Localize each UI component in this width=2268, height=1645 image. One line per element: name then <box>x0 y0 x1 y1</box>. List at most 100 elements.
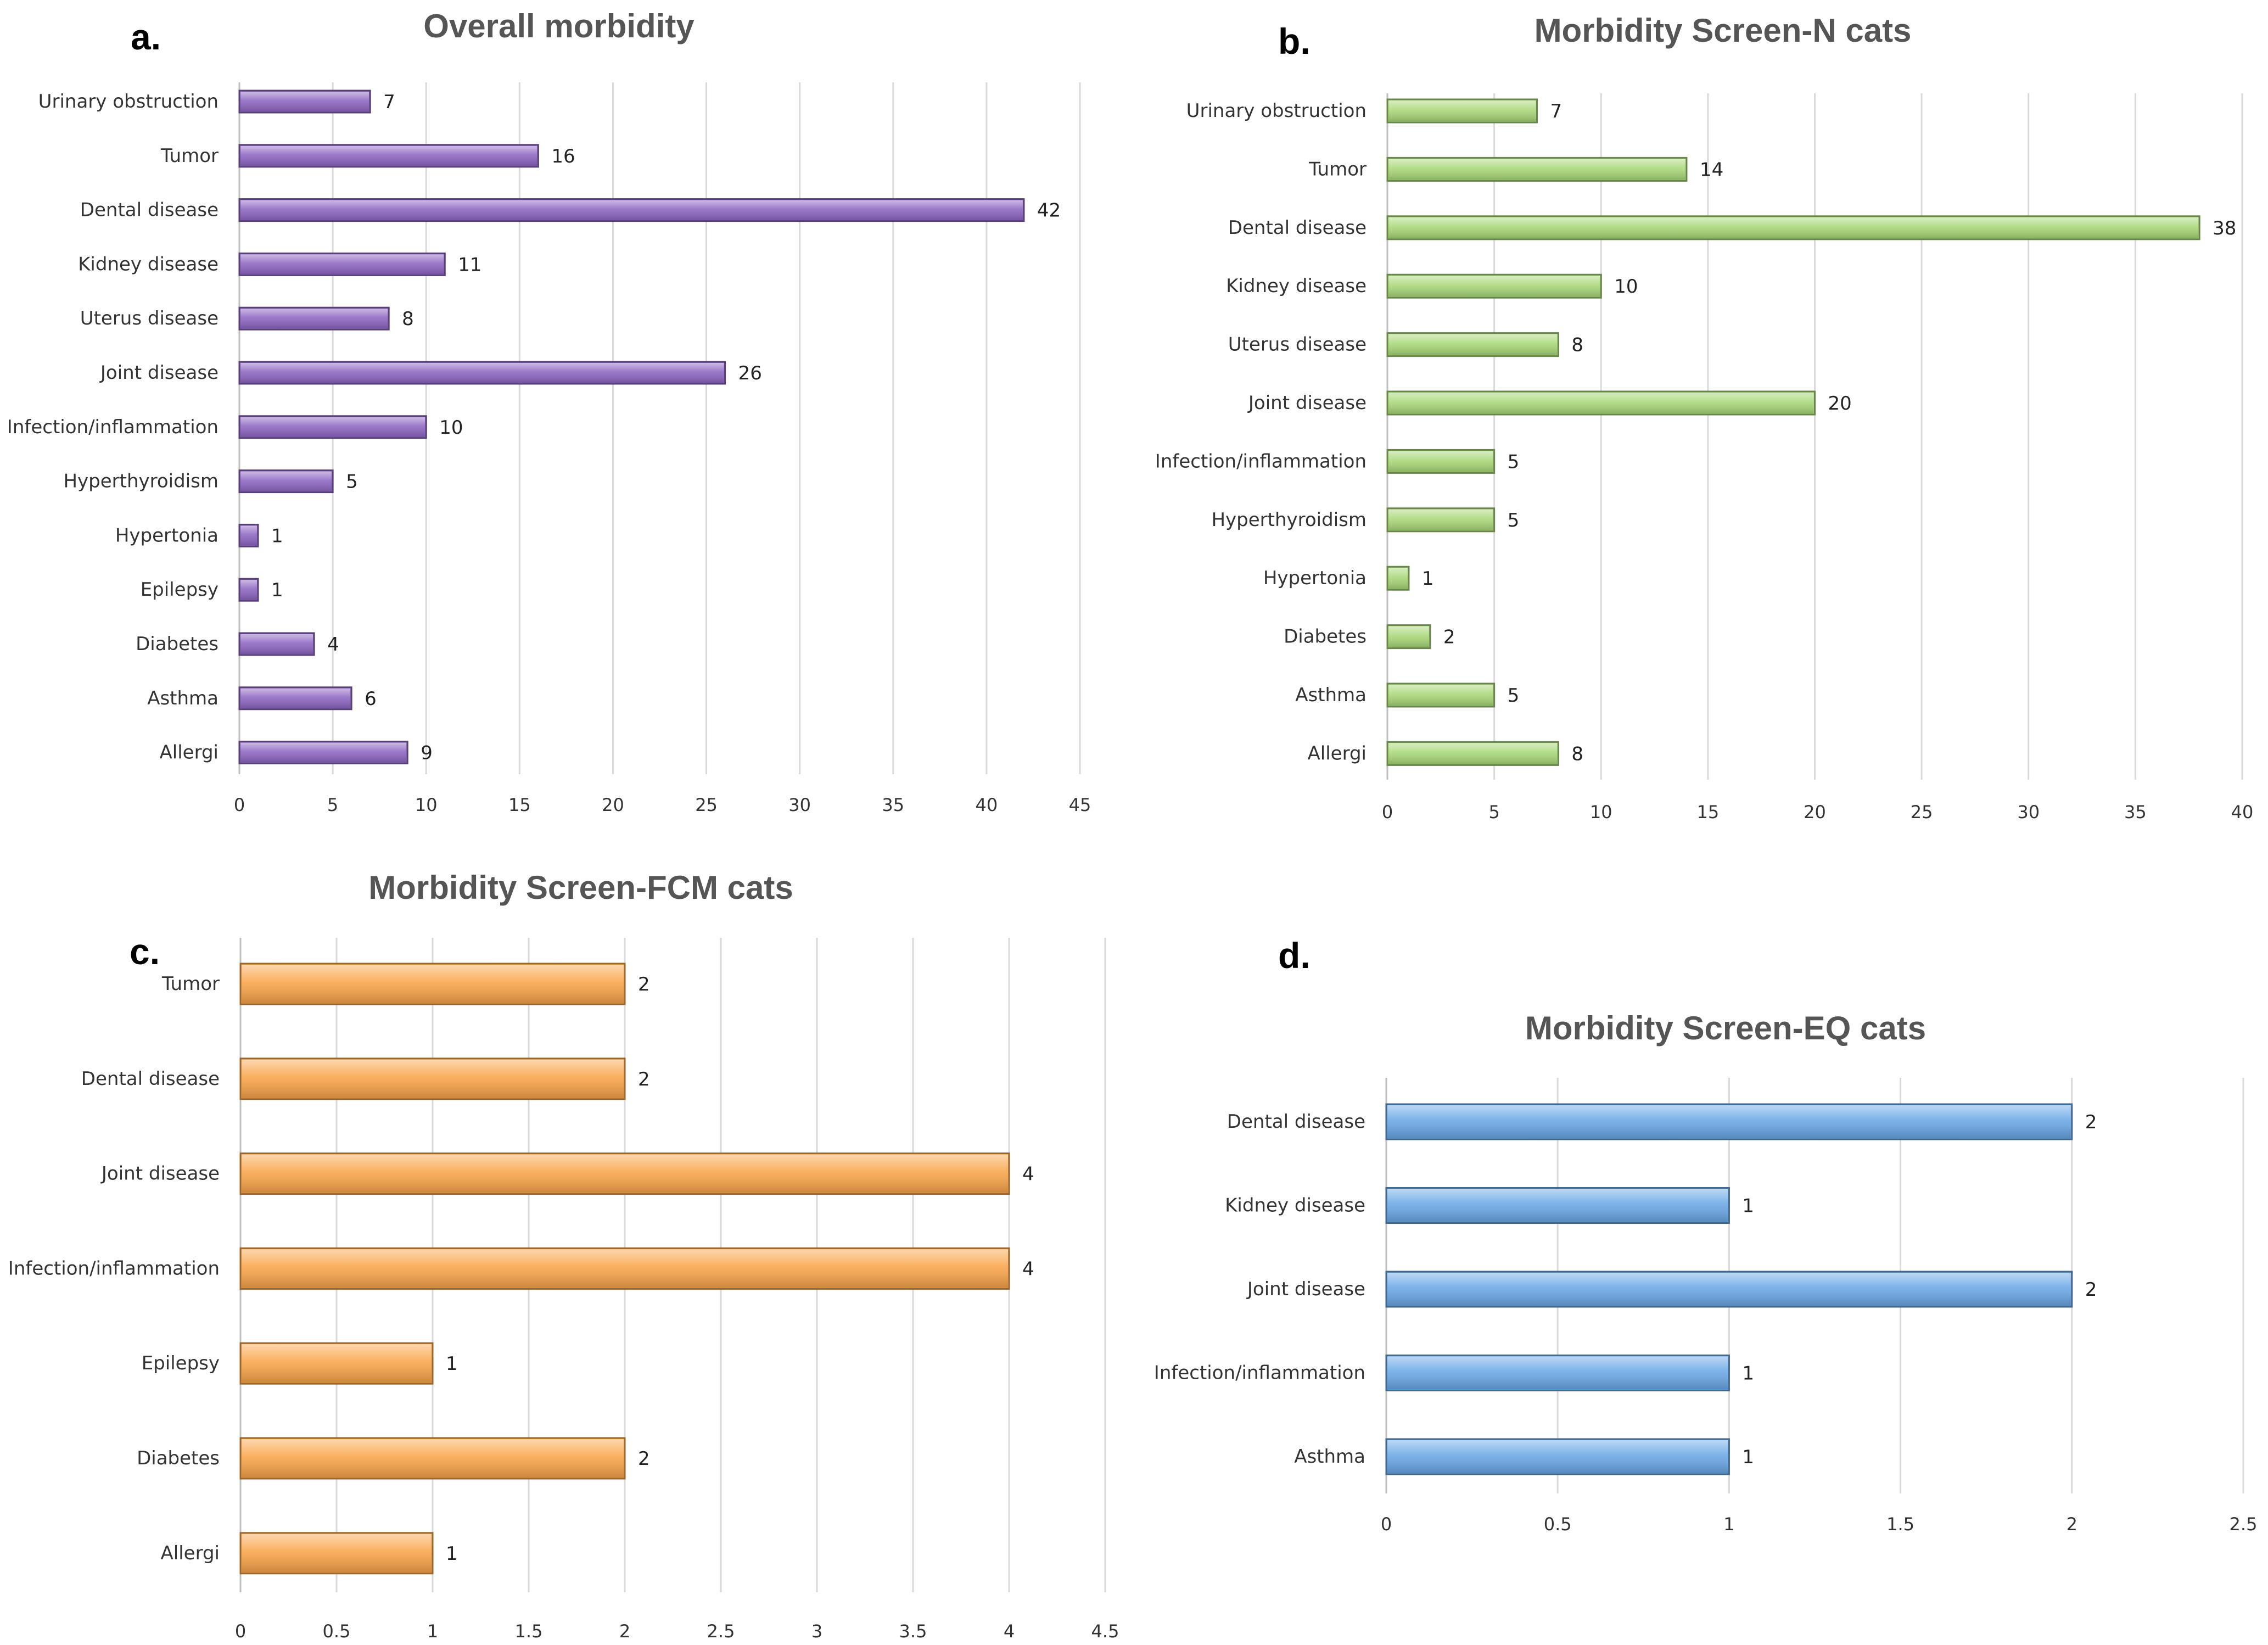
x-tick-label: 20 <box>1804 802 1826 822</box>
data-label: 2 <box>638 1448 650 1470</box>
data-label: 1 <box>446 1543 458 1565</box>
bar-highlight <box>1387 1440 1728 1473</box>
data-label: 8 <box>1571 334 1583 356</box>
bar-highlight <box>240 742 407 763</box>
category-label: Dental disease <box>81 1068 220 1090</box>
bar-highlight <box>242 1249 1008 1288</box>
bar-highlight <box>240 417 425 437</box>
bar-highlight <box>242 1534 432 1573</box>
category-label: Diabetes <box>1284 626 1367 648</box>
x-tick-label: 0 <box>235 1621 246 1642</box>
x-tick-label: 10 <box>415 794 438 815</box>
x-tick-label: 2 <box>2067 1514 2077 1535</box>
category-label: Infection/inflammation <box>7 416 219 438</box>
category-label: Tumor <box>161 973 220 995</box>
data-label: 5 <box>1508 451 1520 473</box>
chart-title-b: Morbidity Screen-N cats <box>1535 12 1912 49</box>
x-tick-label: 20 <box>602 794 624 815</box>
bar-highlight <box>240 146 537 166</box>
data-label: 1 <box>271 525 283 547</box>
data-label: 16 <box>551 146 575 167</box>
data-label: 11 <box>458 254 481 276</box>
bar-highlight <box>1388 568 1408 589</box>
data-label: 2 <box>2085 1279 2097 1301</box>
x-tick-label: 45 <box>1069 794 1091 815</box>
chart-panel-a: a. Overall morbidity 0 5 10 15 20 25 30 35 40 45U… <box>7 8 1091 815</box>
data-label: 10 <box>439 417 463 439</box>
data-label: 2 <box>1443 626 1455 648</box>
panel-label-d: d. <box>1278 935 1311 976</box>
panel-label-a: a. <box>131 16 161 57</box>
x-tick-label: 0 <box>234 794 245 815</box>
x-tick-label: 25 <box>1911 802 1933 822</box>
category-label: Tumor <box>1308 158 1367 180</box>
bar-highlight <box>242 965 624 1003</box>
category-label: Asthma <box>1294 1446 1365 1468</box>
x-tick-label: 30 <box>2017 802 2040 822</box>
bar-highlight <box>1387 1105 2071 1138</box>
data-label: 1 <box>1422 568 1434 590</box>
x-tick-label: 0 <box>1381 1514 1392 1535</box>
x-tick-label: 10 <box>1590 802 1612 822</box>
bar-highlight <box>242 1344 432 1383</box>
panel-label-b: b. <box>1278 21 1311 61</box>
chart-title-d: Morbidity Screen-EQ cats <box>1525 1010 1926 1047</box>
x-tick-label: 25 <box>695 794 718 815</box>
category-label: Hyperthyroidism <box>63 471 219 493</box>
category-label: Asthma <box>1295 684 1367 706</box>
bar-highlight <box>240 254 444 275</box>
x-tick-label: 35 <box>2124 802 2147 822</box>
x-tick-label: 15 <box>1697 802 1720 822</box>
x-tick-label: 5 <box>1488 802 1499 822</box>
bar-highlight <box>240 634 313 654</box>
data-label: 38 <box>2213 217 2236 239</box>
category-label: Diabetes <box>136 633 219 655</box>
x-tick-label: 40 <box>976 794 998 815</box>
data-label: 8 <box>1571 743 1583 765</box>
x-tick-label: 0.5 <box>1544 1514 1572 1535</box>
x-tick-label: 1 <box>1723 1514 1734 1535</box>
bar-highlight <box>240 309 388 329</box>
bar-highlight <box>240 471 332 491</box>
data-label: 5 <box>1508 510 1520 531</box>
data-label: 4 <box>1022 1163 1034 1185</box>
x-tick-label: 40 <box>2231 802 2254 822</box>
bar-highlight <box>242 1154 1008 1193</box>
bar-highlight <box>1388 334 1558 355</box>
bar-highlight <box>1388 100 1536 121</box>
category-label: Kidney disease <box>1226 275 1367 297</box>
bar-highlight <box>240 363 724 383</box>
category-label: Hypertonia <box>1263 567 1367 589</box>
category-label: Asthma <box>147 687 219 709</box>
data-label: 26 <box>738 362 762 384</box>
category-label: Hyperthyroidism <box>1211 509 1367 531</box>
bar-highlight <box>1388 393 1814 413</box>
category-label: Hypertonia <box>115 524 219 546</box>
data-label: 20 <box>1828 393 1852 415</box>
data-label: 8 <box>402 308 414 330</box>
bar-highlight <box>1387 1189 1728 1222</box>
chart-title-a: Overall morbidity <box>423 8 695 44</box>
category-label: Kidney disease <box>78 253 219 275</box>
category-label: Epilepsy <box>141 579 219 601</box>
category-label: Urinary obstruction <box>38 91 219 113</box>
plot-area-c: 0 0.5 1 1.5 2 2.5 3 3.5 4 4.5 Tumor 2 Dental disease… <box>8 938 1119 1642</box>
category-label: Uterus disease <box>80 307 219 329</box>
category-label: Joint disease <box>1247 392 1367 414</box>
category-label: Dental disease <box>1228 217 1367 239</box>
bar-highlight <box>1387 1356 1728 1390</box>
category-label: Allergi <box>161 1542 220 1564</box>
chart-title-c: Morbidity Screen-FCM cats <box>368 869 793 906</box>
bar-highlight <box>1388 743 1558 764</box>
bar-highlight <box>240 580 257 600</box>
category-label: Joint disease <box>100 1163 220 1185</box>
data-label: 7 <box>1550 100 1562 122</box>
bar-highlight <box>1388 276 1600 297</box>
category-label: Tumor <box>160 145 219 167</box>
data-label: 5 <box>346 471 358 493</box>
bar-highlight <box>240 525 257 546</box>
x-tick-label: 0.5 <box>323 1621 351 1642</box>
bar-highlight <box>242 1439 624 1478</box>
x-tick-label: 4.5 <box>1091 1621 1119 1642</box>
